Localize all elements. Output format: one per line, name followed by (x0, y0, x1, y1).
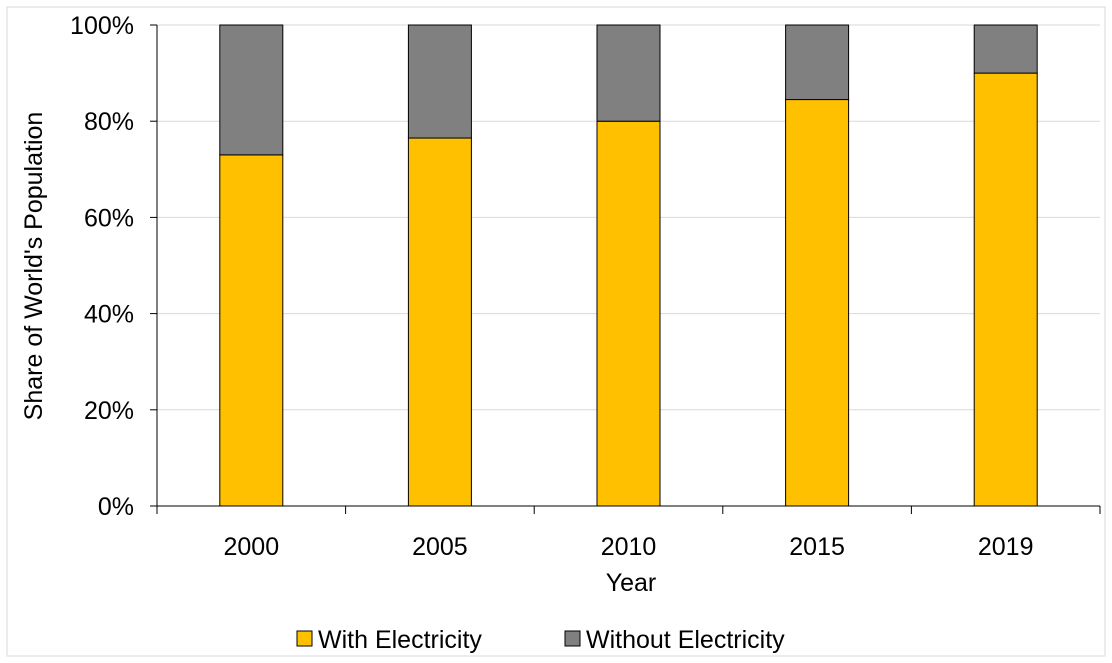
y-tick-labels: 0% 20% 40% 60% 80% 100% (70, 12, 134, 521)
y-tick-label: 60% (84, 204, 134, 232)
x-axis-label: Year (606, 569, 657, 597)
bar-with-electricity (596, 120, 661, 507)
x-tick-label: 2000 (223, 533, 279, 561)
bar-without-electricity (785, 24, 850, 101)
chart-border (6, 6, 1106, 657)
x-tick-label: 2015 (789, 533, 845, 561)
bar-without-electricity (407, 24, 472, 139)
y-tick-label: 0% (98, 493, 134, 521)
legend-item-without-electricity-swatch (564, 630, 581, 647)
bars (219, 24, 1038, 507)
x-tick-label: 2005 (412, 533, 468, 561)
legend: With Electricity Without Electricity (296, 626, 785, 654)
x-tick-labels: 2000 2005 2010 2015 2019 (223, 533, 1033, 561)
x-tick-label: 2019 (978, 533, 1034, 561)
bar-with-electricity (219, 154, 284, 507)
axes (150, 24, 1101, 514)
x-tick-label: 2010 (601, 533, 657, 561)
y-tick-label: 40% (84, 301, 134, 329)
legend-item-with-electricity-label: With Electricity (318, 626, 482, 654)
bar-with-electricity (973, 72, 1038, 507)
y-tick-label: 20% (84, 397, 134, 425)
legend-item-without-electricity-label: Without Electricity (586, 626, 785, 654)
bar-without-electricity (219, 24, 284, 156)
y-axis-label: Share of World's Population (20, 112, 48, 421)
y-tick-label: 80% (84, 108, 134, 136)
bar-without-electricity (596, 24, 661, 122)
y-tick-label: 100% (70, 12, 134, 40)
legend-item-with-electricity-swatch (296, 630, 313, 647)
bar-with-electricity (407, 137, 472, 507)
bar-without-electricity (973, 24, 1038, 74)
bar-with-electricity (785, 99, 850, 507)
